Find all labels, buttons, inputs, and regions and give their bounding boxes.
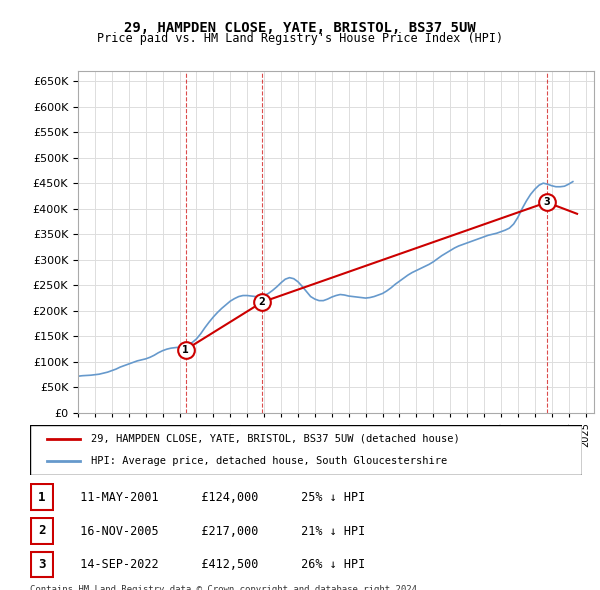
FancyBboxPatch shape [31,484,53,510]
Text: Price paid vs. HM Land Registry's House Price Index (HPI): Price paid vs. HM Land Registry's House … [97,32,503,45]
FancyBboxPatch shape [31,552,53,578]
Text: 2: 2 [259,297,265,307]
Text: 14-SEP-2022      £412,500      26% ↓ HPI: 14-SEP-2022 £412,500 26% ↓ HPI [66,558,365,571]
Text: 16-NOV-2005      £217,000      21% ↓ HPI: 16-NOV-2005 £217,000 21% ↓ HPI [66,525,365,537]
FancyBboxPatch shape [30,425,582,475]
FancyBboxPatch shape [31,518,53,544]
Text: 2: 2 [38,525,46,537]
Text: 11-MAY-2001      £124,000      25% ↓ HPI: 11-MAY-2001 £124,000 25% ↓ HPI [66,491,365,504]
Text: 29, HAMPDEN CLOSE, YATE, BRISTOL, BS37 5UW (detached house): 29, HAMPDEN CLOSE, YATE, BRISTOL, BS37 5… [91,434,460,444]
Text: Contains HM Land Registry data © Crown copyright and database right 2024.
This d: Contains HM Land Registry data © Crown c… [30,585,422,590]
Text: HPI: Average price, detached house, South Gloucestershire: HPI: Average price, detached house, Sout… [91,456,447,466]
Text: 3: 3 [38,558,46,571]
Text: 1: 1 [182,345,189,355]
Text: 1: 1 [38,491,46,504]
Text: 3: 3 [544,197,550,207]
Text: 29, HAMPDEN CLOSE, YATE, BRISTOL, BS37 5UW: 29, HAMPDEN CLOSE, YATE, BRISTOL, BS37 5… [124,21,476,35]
